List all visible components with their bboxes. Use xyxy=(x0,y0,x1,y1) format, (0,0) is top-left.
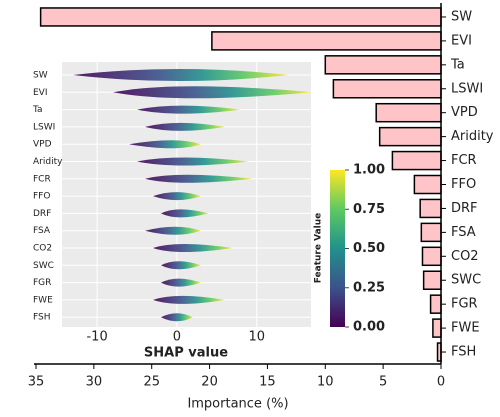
swarm xyxy=(129,140,201,149)
colorbar-tick-label: 0.75 xyxy=(353,202,385,217)
bar xyxy=(429,294,442,314)
x-tick-label: 0 xyxy=(437,375,445,390)
bar xyxy=(211,31,442,51)
x-tick-label: -10 xyxy=(86,330,107,345)
y-tick-label: Aridity xyxy=(451,129,494,144)
colorbar-tick-label: 1.00 xyxy=(353,163,385,178)
y-tick-label: CO2 xyxy=(33,244,52,254)
y-tick-label: Ta xyxy=(32,105,43,115)
swarm xyxy=(152,244,233,252)
swarm xyxy=(152,295,225,304)
bar xyxy=(332,79,442,99)
y-tick-label: VPD xyxy=(451,105,478,120)
y-tick-label: FSA xyxy=(33,226,51,236)
swarm xyxy=(145,174,253,183)
y-tick-label: FGR xyxy=(33,278,51,288)
swarm xyxy=(160,313,193,322)
y-tick-label: FGR xyxy=(451,297,478,312)
y-tick-label: FFO xyxy=(451,177,476,192)
colorbar-tick-label: 0.00 xyxy=(353,320,385,335)
y-tick-label: FCR xyxy=(451,153,477,168)
y-tick-label: FSH xyxy=(33,313,51,323)
y-tick-label: LSWI xyxy=(451,81,483,96)
y-tick-label: SWC xyxy=(451,273,481,288)
colorbar xyxy=(330,170,345,327)
y-tick-label: FFO xyxy=(33,192,50,202)
bar xyxy=(39,7,442,27)
x-tick-label: 0 xyxy=(173,330,181,345)
colorbar-tick-label: 0.50 xyxy=(353,241,385,256)
swarm xyxy=(160,278,201,287)
bar xyxy=(420,222,442,243)
x-axis-label: Importance (%) xyxy=(187,397,288,412)
y-tick-label: FWE xyxy=(451,321,480,336)
bar xyxy=(391,150,442,171)
colorbar-tick-label: 0.25 xyxy=(353,280,385,295)
bar xyxy=(419,198,442,219)
y-tick-label: SW xyxy=(451,9,472,24)
bar xyxy=(413,174,442,195)
swarm xyxy=(152,192,201,201)
bar xyxy=(324,55,442,75)
x-tick-label: 35 xyxy=(28,375,45,390)
swarm xyxy=(113,86,313,99)
y-tick-label: DRF xyxy=(33,209,51,219)
y-tick-label: LSWI xyxy=(33,122,55,132)
y-tick-label: FCR xyxy=(33,174,51,184)
x-tick-label: 10 xyxy=(317,375,334,390)
y-tick-label: SW xyxy=(33,71,48,81)
y-tick-label: FSH xyxy=(451,345,476,360)
x-tick-label: 30 xyxy=(86,375,103,390)
x-tick-label: 25 xyxy=(143,375,160,390)
bar xyxy=(421,246,442,267)
swarm xyxy=(160,261,201,270)
y-tick-label: FSA xyxy=(451,225,476,240)
y-tick-label: Ta xyxy=(450,57,465,72)
y-tick-label: Aridity xyxy=(33,157,63,167)
y-tick-label: FWE xyxy=(33,295,53,305)
swarm xyxy=(137,157,249,166)
y-tick-label: VPD xyxy=(33,140,52,150)
inset-x-label: SHAP value xyxy=(144,346,228,361)
swarm xyxy=(73,69,289,81)
y-tick-label: CO2 xyxy=(451,249,479,264)
swarm xyxy=(137,105,241,114)
swarm xyxy=(160,209,209,218)
swarm xyxy=(145,226,201,235)
y-tick-label: DRF xyxy=(451,201,478,216)
y-tick-label: EVI xyxy=(451,33,472,48)
y-tick-label: EVI xyxy=(33,88,48,98)
x-tick-label: 5 xyxy=(379,375,387,390)
colorbar-label: Feature Value xyxy=(314,213,324,284)
bar xyxy=(375,102,442,123)
x-tick-label: 15 xyxy=(259,375,276,390)
x-tick-label: 10 xyxy=(248,330,265,345)
x-tick-label: 20 xyxy=(201,375,218,390)
bar xyxy=(422,270,442,290)
bar xyxy=(378,126,442,147)
swarm xyxy=(145,122,225,131)
y-tick-label: SWC xyxy=(33,261,54,271)
bar xyxy=(432,318,442,338)
